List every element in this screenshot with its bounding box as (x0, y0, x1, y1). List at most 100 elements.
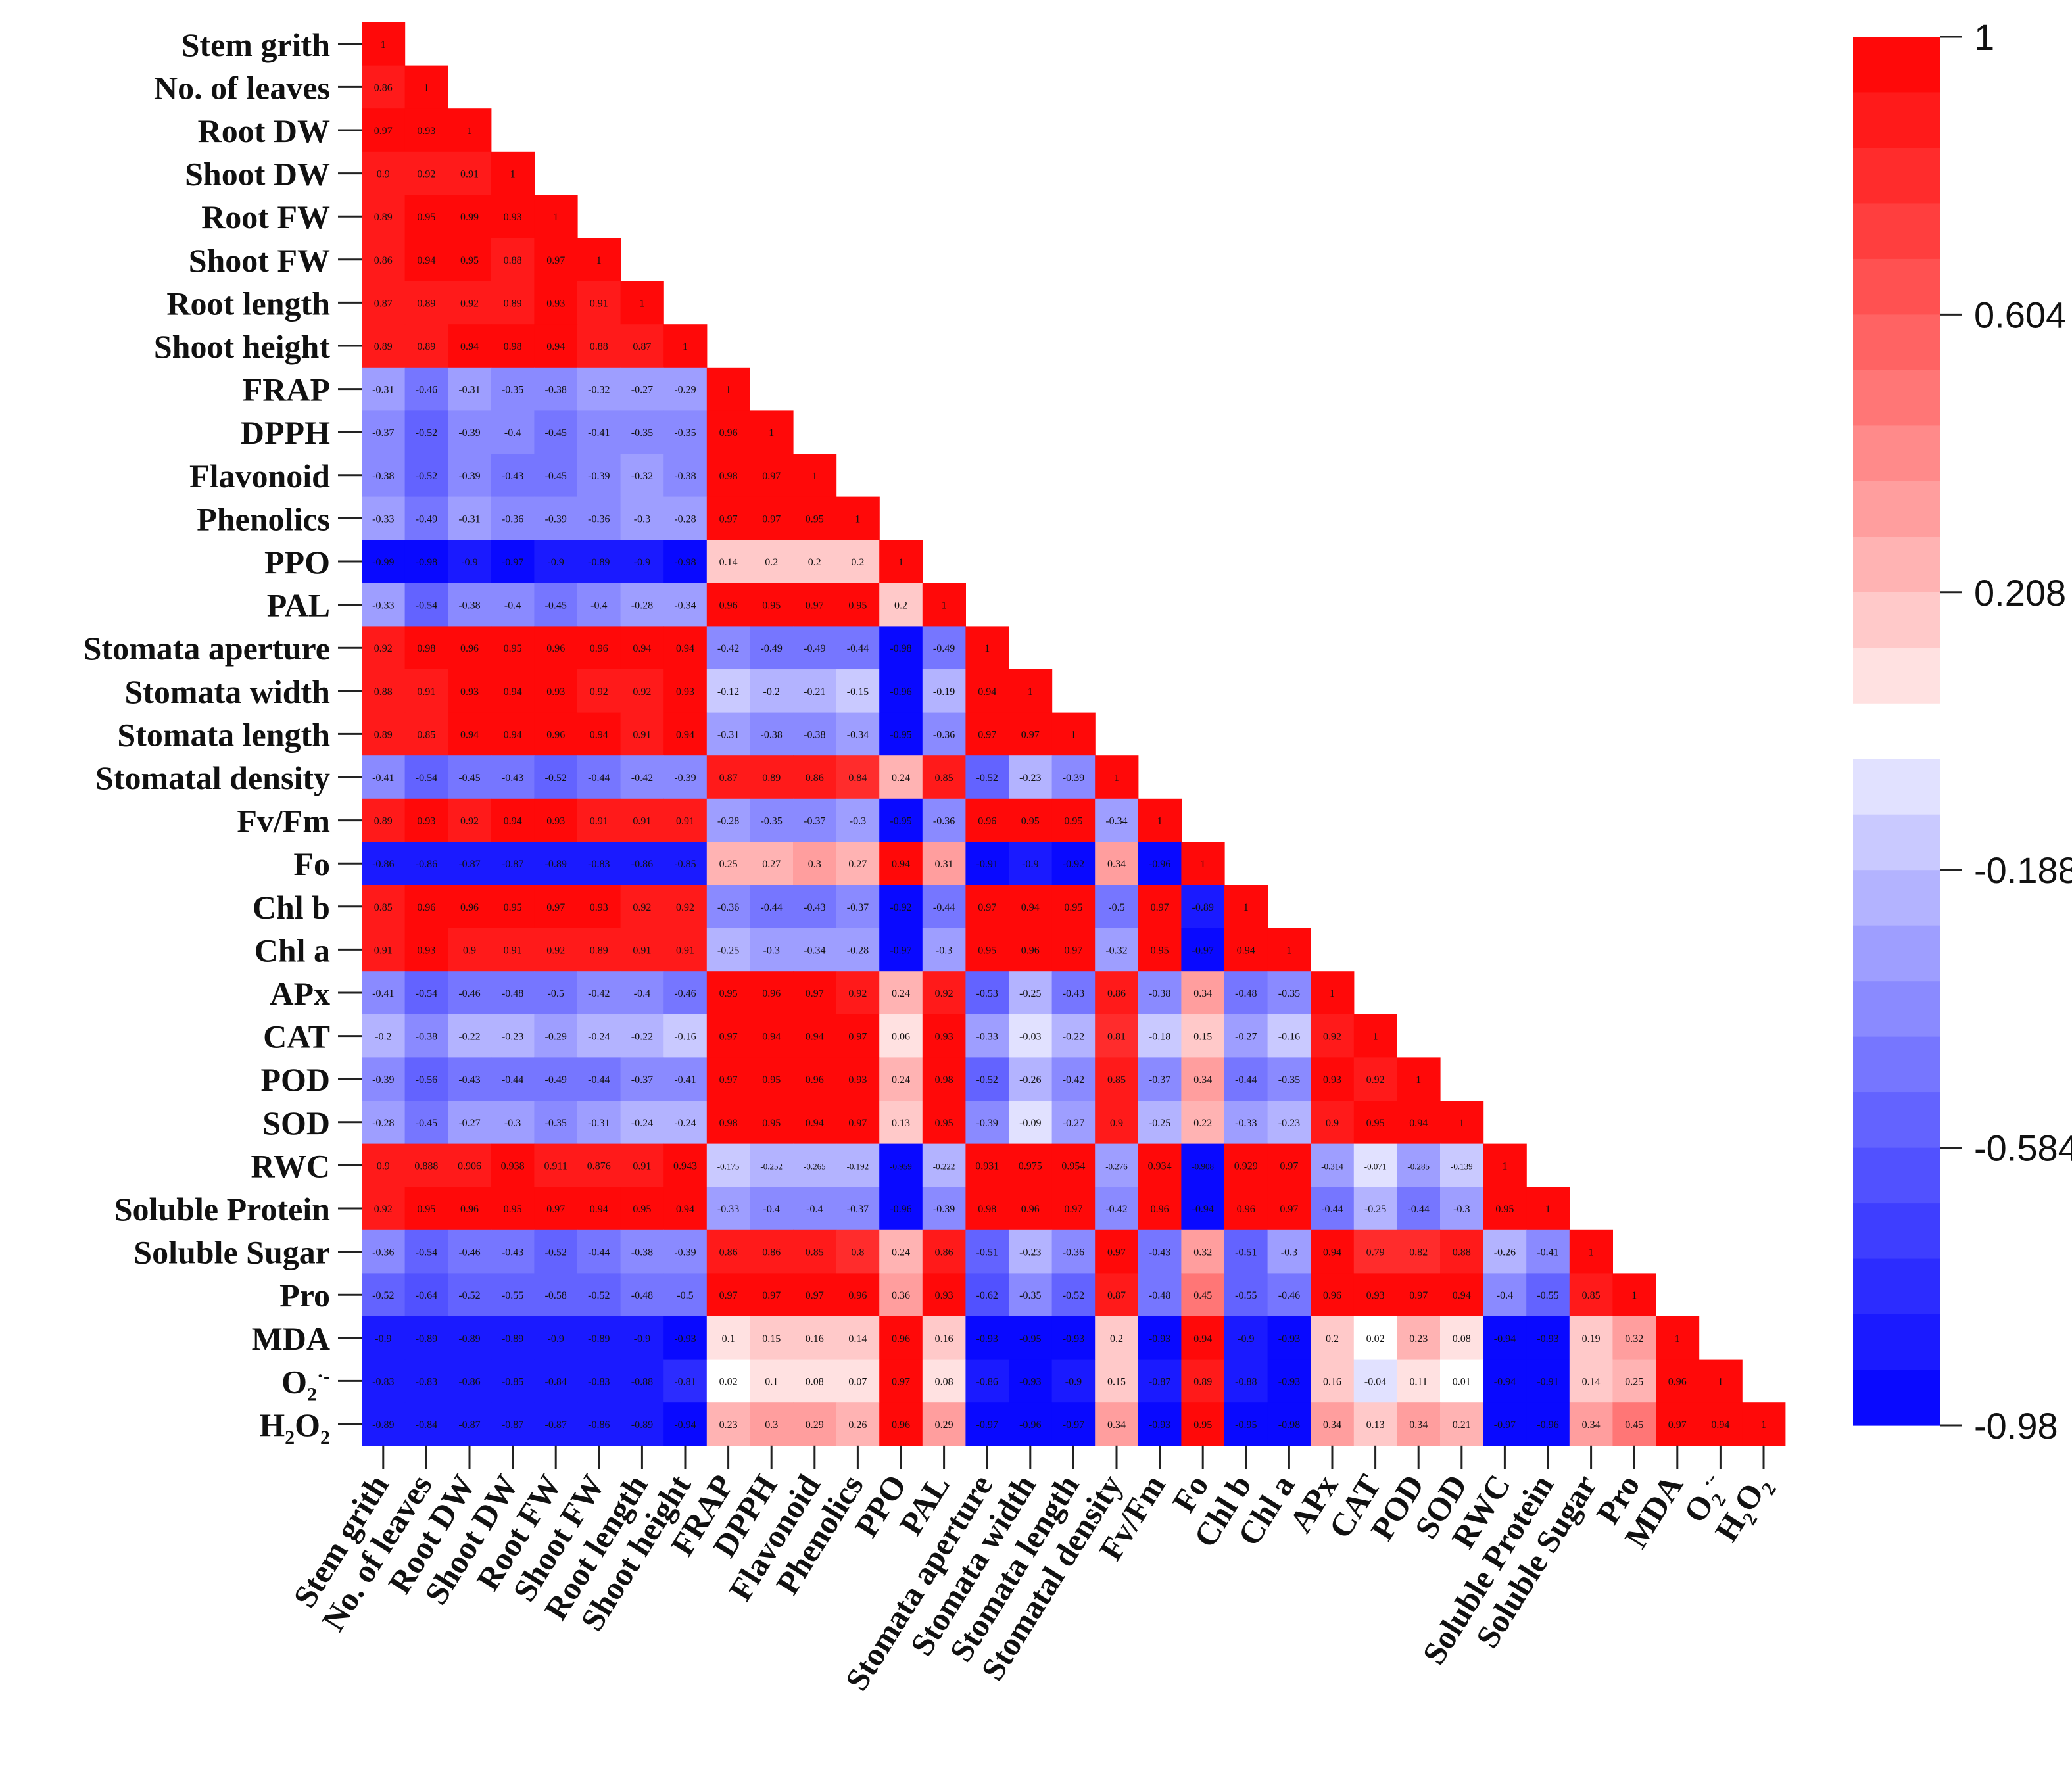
heatmap-cell (1483, 1187, 1527, 1231)
heatmap-cell (1440, 1359, 1484, 1403)
heatmap-cell (534, 410, 578, 454)
cell-value: -0.21 (804, 686, 825, 698)
cell-value: 0.89 (374, 212, 393, 223)
cell-value: -0.52 (976, 1074, 998, 1086)
heatmap-cell (491, 928, 535, 972)
cell-value: 0.95 (1366, 1118, 1385, 1129)
heatmap-cell (620, 496, 664, 540)
heatmap-cell (448, 1187, 492, 1231)
cell-value: 0.95 (1021, 816, 1040, 827)
cell-value: -0.48 (1235, 988, 1257, 999)
heatmap-cell (706, 1316, 750, 1360)
cell-value: 0.29 (935, 1420, 953, 1431)
cell-value: -0.3 (850, 816, 866, 827)
cell-value: 1 (898, 557, 903, 568)
cell-value: 1 (1761, 1420, 1766, 1431)
heatmap-cell (534, 669, 578, 713)
cell-value: -0.314 (1321, 1161, 1343, 1171)
heatmap-cell (534, 755, 578, 799)
cell-value: 0.23 (1409, 1333, 1428, 1345)
heatmap-cell (620, 798, 664, 842)
cell-value: 1 (1157, 816, 1163, 827)
cell-value: -0.09 (1019, 1118, 1041, 1129)
heatmap-cell (750, 928, 794, 972)
cell-value: -0.26 (1019, 1074, 1041, 1086)
heatmap-cell (362, 1014, 406, 1058)
row-label-dpph: DPPH (241, 414, 330, 451)
cell-value: 0.94 (1237, 945, 1255, 956)
heatmap-cell (663, 755, 708, 799)
heatmap-cell (1483, 1402, 1527, 1446)
cell-value: 0.92 (374, 643, 393, 654)
heatmap-cell (577, 885, 621, 929)
cell-value: -0.222 (933, 1161, 955, 1171)
heatmap-cell (362, 885, 406, 929)
colorbar-segment (1853, 92, 1940, 149)
colorbar-tick-label: 1 (1974, 16, 1994, 58)
heatmap-cell (491, 626, 535, 670)
heatmap-cell (836, 1273, 880, 1317)
heatmap-cell (793, 1014, 837, 1058)
heatmap-cell (706, 928, 750, 972)
heatmap-cell (1138, 1101, 1182, 1145)
cell-value: -0.908 (1192, 1161, 1214, 1171)
cell-value: -0.39 (588, 471, 610, 482)
heatmap-cell (1569, 1316, 1613, 1360)
cell-value: 0.91 (633, 729, 651, 740)
heatmap-cell (1138, 842, 1182, 886)
heatmap-cell (1009, 1187, 1053, 1231)
heatmap-cell (1095, 928, 1139, 972)
cell-value: 0.94 (1193, 1333, 1212, 1345)
heatmap-cell (448, 1101, 492, 1145)
cell-value: -0.94 (1494, 1333, 1516, 1345)
row-label-chl-a: Chl a (254, 932, 330, 968)
row-label-shoot-dw: Shoot DW (185, 156, 330, 193)
heatmap-cell (448, 798, 492, 842)
heatmap-cell (1397, 1229, 1441, 1274)
heatmap-cell (1224, 971, 1268, 1015)
cell-value: -0.95 (890, 816, 911, 827)
cell-value: -0.93 (1063, 1333, 1084, 1345)
colorbar-segment (1853, 1147, 1940, 1204)
heatmap-cell (706, 583, 750, 627)
heatmap-cell (404, 1187, 448, 1231)
cell-value: -0.94 (1192, 1204, 1214, 1215)
cell-value: -0.56 (416, 1074, 437, 1086)
cell-value: -0.36 (502, 513, 523, 525)
heatmap-cell (362, 583, 406, 627)
cell-value: 0.97 (1668, 1420, 1687, 1431)
heatmap-cell (706, 669, 750, 713)
cell-value: -0.95 (1235, 1420, 1257, 1431)
cell-value: -0.32 (631, 471, 653, 482)
cell-value: -0.39 (458, 427, 480, 439)
heatmap-cell (362, 1402, 406, 1446)
row-label-flavonoid: Flavonoid (189, 458, 330, 494)
heatmap-cell (491, 885, 535, 929)
colorbar-tick-label: -0.188 (1974, 849, 2072, 891)
heatmap-cell (1051, 1014, 1096, 1058)
cell-value: -0.43 (458, 1074, 480, 1086)
cell-value: 0.96 (719, 427, 738, 439)
cell-value: -0.97 (1494, 1420, 1516, 1431)
heatmap-cell (879, 583, 923, 627)
heatmap-cell (706, 1229, 750, 1274)
heatmap-cell (362, 1101, 406, 1145)
cell-value: -0.86 (416, 859, 437, 870)
cell-value: -0.25 (1149, 1118, 1170, 1129)
heatmap-cell (534, 540, 578, 584)
heatmap-cell (793, 626, 837, 670)
cell-value: -0.44 (502, 1074, 523, 1086)
heatmap-cell (362, 540, 406, 584)
cell-value: 0.95 (806, 513, 824, 525)
heatmap-cell (362, 971, 406, 1015)
cell-value: -0.52 (976, 773, 998, 784)
cell-value: -0.36 (588, 513, 610, 525)
colorbar-segment (1853, 648, 1940, 704)
cell-value: 0.2 (765, 557, 778, 568)
heatmap-cell (404, 1273, 448, 1317)
heatmap-cell (1138, 928, 1182, 972)
heatmap-cell (879, 1229, 923, 1274)
cell-value: -0.98 (674, 557, 696, 568)
row-label-cat: CAT (263, 1018, 330, 1055)
